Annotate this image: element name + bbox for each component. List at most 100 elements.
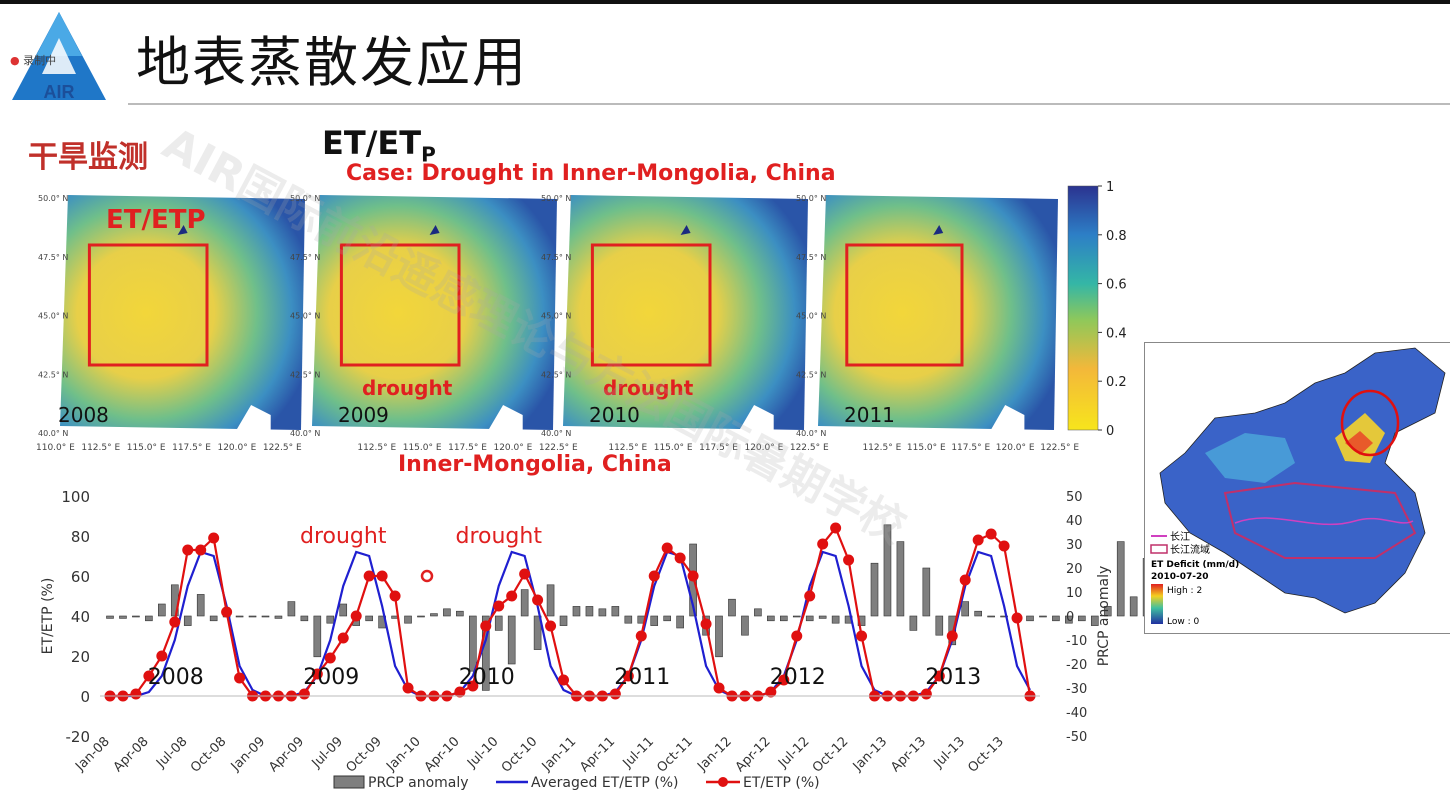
prcp-anomaly-bar [261,615,270,618]
et-etp-point [272,690,284,702]
x-tick-label: Apr-09 [266,734,307,775]
lat-tick-label: 45.0° N [541,312,571,321]
prcp-anomaly-bar [676,615,684,629]
lon-tick-label: 120.0° E [493,443,532,453]
prcp-anomaly-bar [145,615,153,622]
et-etp-point [506,590,518,602]
et-etp-point [441,690,453,702]
lon-tick-label: 112.5° E [862,443,901,453]
y-tick-label: 40 [71,608,90,626]
prcp-anomaly-bar [404,615,412,624]
colorbar-tick-label: 0.8 [1106,229,1127,244]
drought-label: drought [455,524,542,549]
x-tick-label: Jul-10 [464,734,501,771]
et-etp-point [843,554,855,566]
prcp-anomaly-bar [948,615,957,646]
prcp-anomaly-bar [689,543,697,617]
study-region-box [339,243,461,367]
prcp-anomaly-bar [792,615,801,618]
drought-label: drought [300,524,387,549]
et-etp-point [350,610,362,622]
y2-tick-label: -30 [1066,682,1087,697]
colorbar-tick-label: 0.2 [1106,375,1127,390]
prcp-anomaly-bar [559,615,568,626]
prcp-anomaly-bar [896,541,905,617]
et-etp-point [635,630,647,642]
lat-tick-label: 45.0° N [796,312,826,321]
section-subtitle: 干旱监测 [28,140,148,175]
et-etp-point [609,688,621,700]
yangtze-basin-outline [1223,481,1417,559]
x-tick-label: Jan-10 [383,734,424,775]
x-tick-label: Jul-09 [309,734,346,771]
x-tick-label: Oct-08 [188,734,230,776]
et-etp-point [389,590,401,602]
top-border [0,0,1450,4]
et-etp-point [726,690,738,702]
x-tick-label: Jul-11 [620,734,657,771]
et-etp-point [285,690,297,702]
china-outline [1159,347,1446,614]
logo-text: AIR [44,82,75,102]
lon-tick-label: 122.5° E [263,443,302,453]
et-etp-point [415,690,427,702]
prcp-anomaly-bar [158,603,166,617]
recording-dot-icon: ● [10,54,20,67]
lon-tick-label: 122.5° E [790,443,829,453]
et-etp-point [765,686,777,698]
et-etp-point [402,682,414,694]
et-etp-point [298,688,310,700]
y2-tick-label: 30 [1066,538,1083,553]
y2-tick-label: -40 [1066,706,1087,721]
prcp-anomaly-bar [507,615,516,665]
lon-tick-label: 120.0° E [217,443,256,453]
map-panel-2011: 2011 112.5° E 115.0° E 117.5° E 120.0° E 122.… [796,194,1079,453]
air-logo: AIR [12,12,106,102]
cursor-indicator [420,569,434,583]
x-tick-label: Oct-09 [343,734,385,776]
prcp-anomaly-bar [922,567,931,617]
et-etp-point [221,606,233,618]
prcp-anomaly-bar [326,615,335,624]
x-tick-label: Apr-10 [422,734,463,775]
prcp-anomaly-bar [481,615,490,691]
page-title: 地表蒸散发应用 [136,31,528,94]
prcp-anomaly-bar [274,615,283,619]
prcp-anomaly-bar [222,615,231,618]
prcp-anomaly-bar [909,615,918,631]
lon-tick-label: 117.5° E [448,443,487,453]
et-etp-point [519,568,531,580]
year-label: 2011 [614,665,670,690]
prcp-anomaly-bar [883,524,892,617]
lon-tick-label: 122.5° E [539,443,578,453]
prcp-anomaly-bar [1026,615,1034,622]
lat-tick-label: 42.5° N [38,370,68,379]
prcp-anomaly-bar [728,598,736,617]
et-etp-point [739,690,751,702]
prcp-anomaly-bar [974,610,982,617]
et-etp-point [324,652,336,664]
map-panel-2010: 2010 drought 112.5° E 115.0° E 117.5° E 120.0… [541,194,829,453]
highlight-circle [1340,389,1400,457]
x-tick-label: Jan-12 [694,734,735,775]
prcp-anomaly-bar [132,615,140,618]
prcp-anomaly-bar [715,615,723,658]
et-etp-point [817,538,829,550]
et-etp-point [674,552,686,564]
et-etp-point [182,544,194,556]
prcp-anomaly-bar [754,608,762,617]
prcp-anomaly-bar [209,615,218,622]
et-etp-point [532,594,544,606]
et-etp-point [337,632,349,644]
et-etp-point [363,570,375,582]
et-etp-point [117,690,129,702]
legend-river: 长江 [1170,531,1190,543]
legend-bar-swatch [333,775,365,789]
china-et-deficit-inset: 长江 长江流域 ET Deficit (mm/d) 2010-07-20 Hig… [1144,342,1450,634]
x-tick-label: Jul-08 [153,734,190,771]
et-etp-point [959,574,971,586]
prcp-anomaly-bar [598,608,607,617]
x-tick-label: Apr-11 [577,734,618,775]
prcp-anomaly-bar [1090,615,1099,626]
inset-high: High : 2 [1167,586,1202,596]
